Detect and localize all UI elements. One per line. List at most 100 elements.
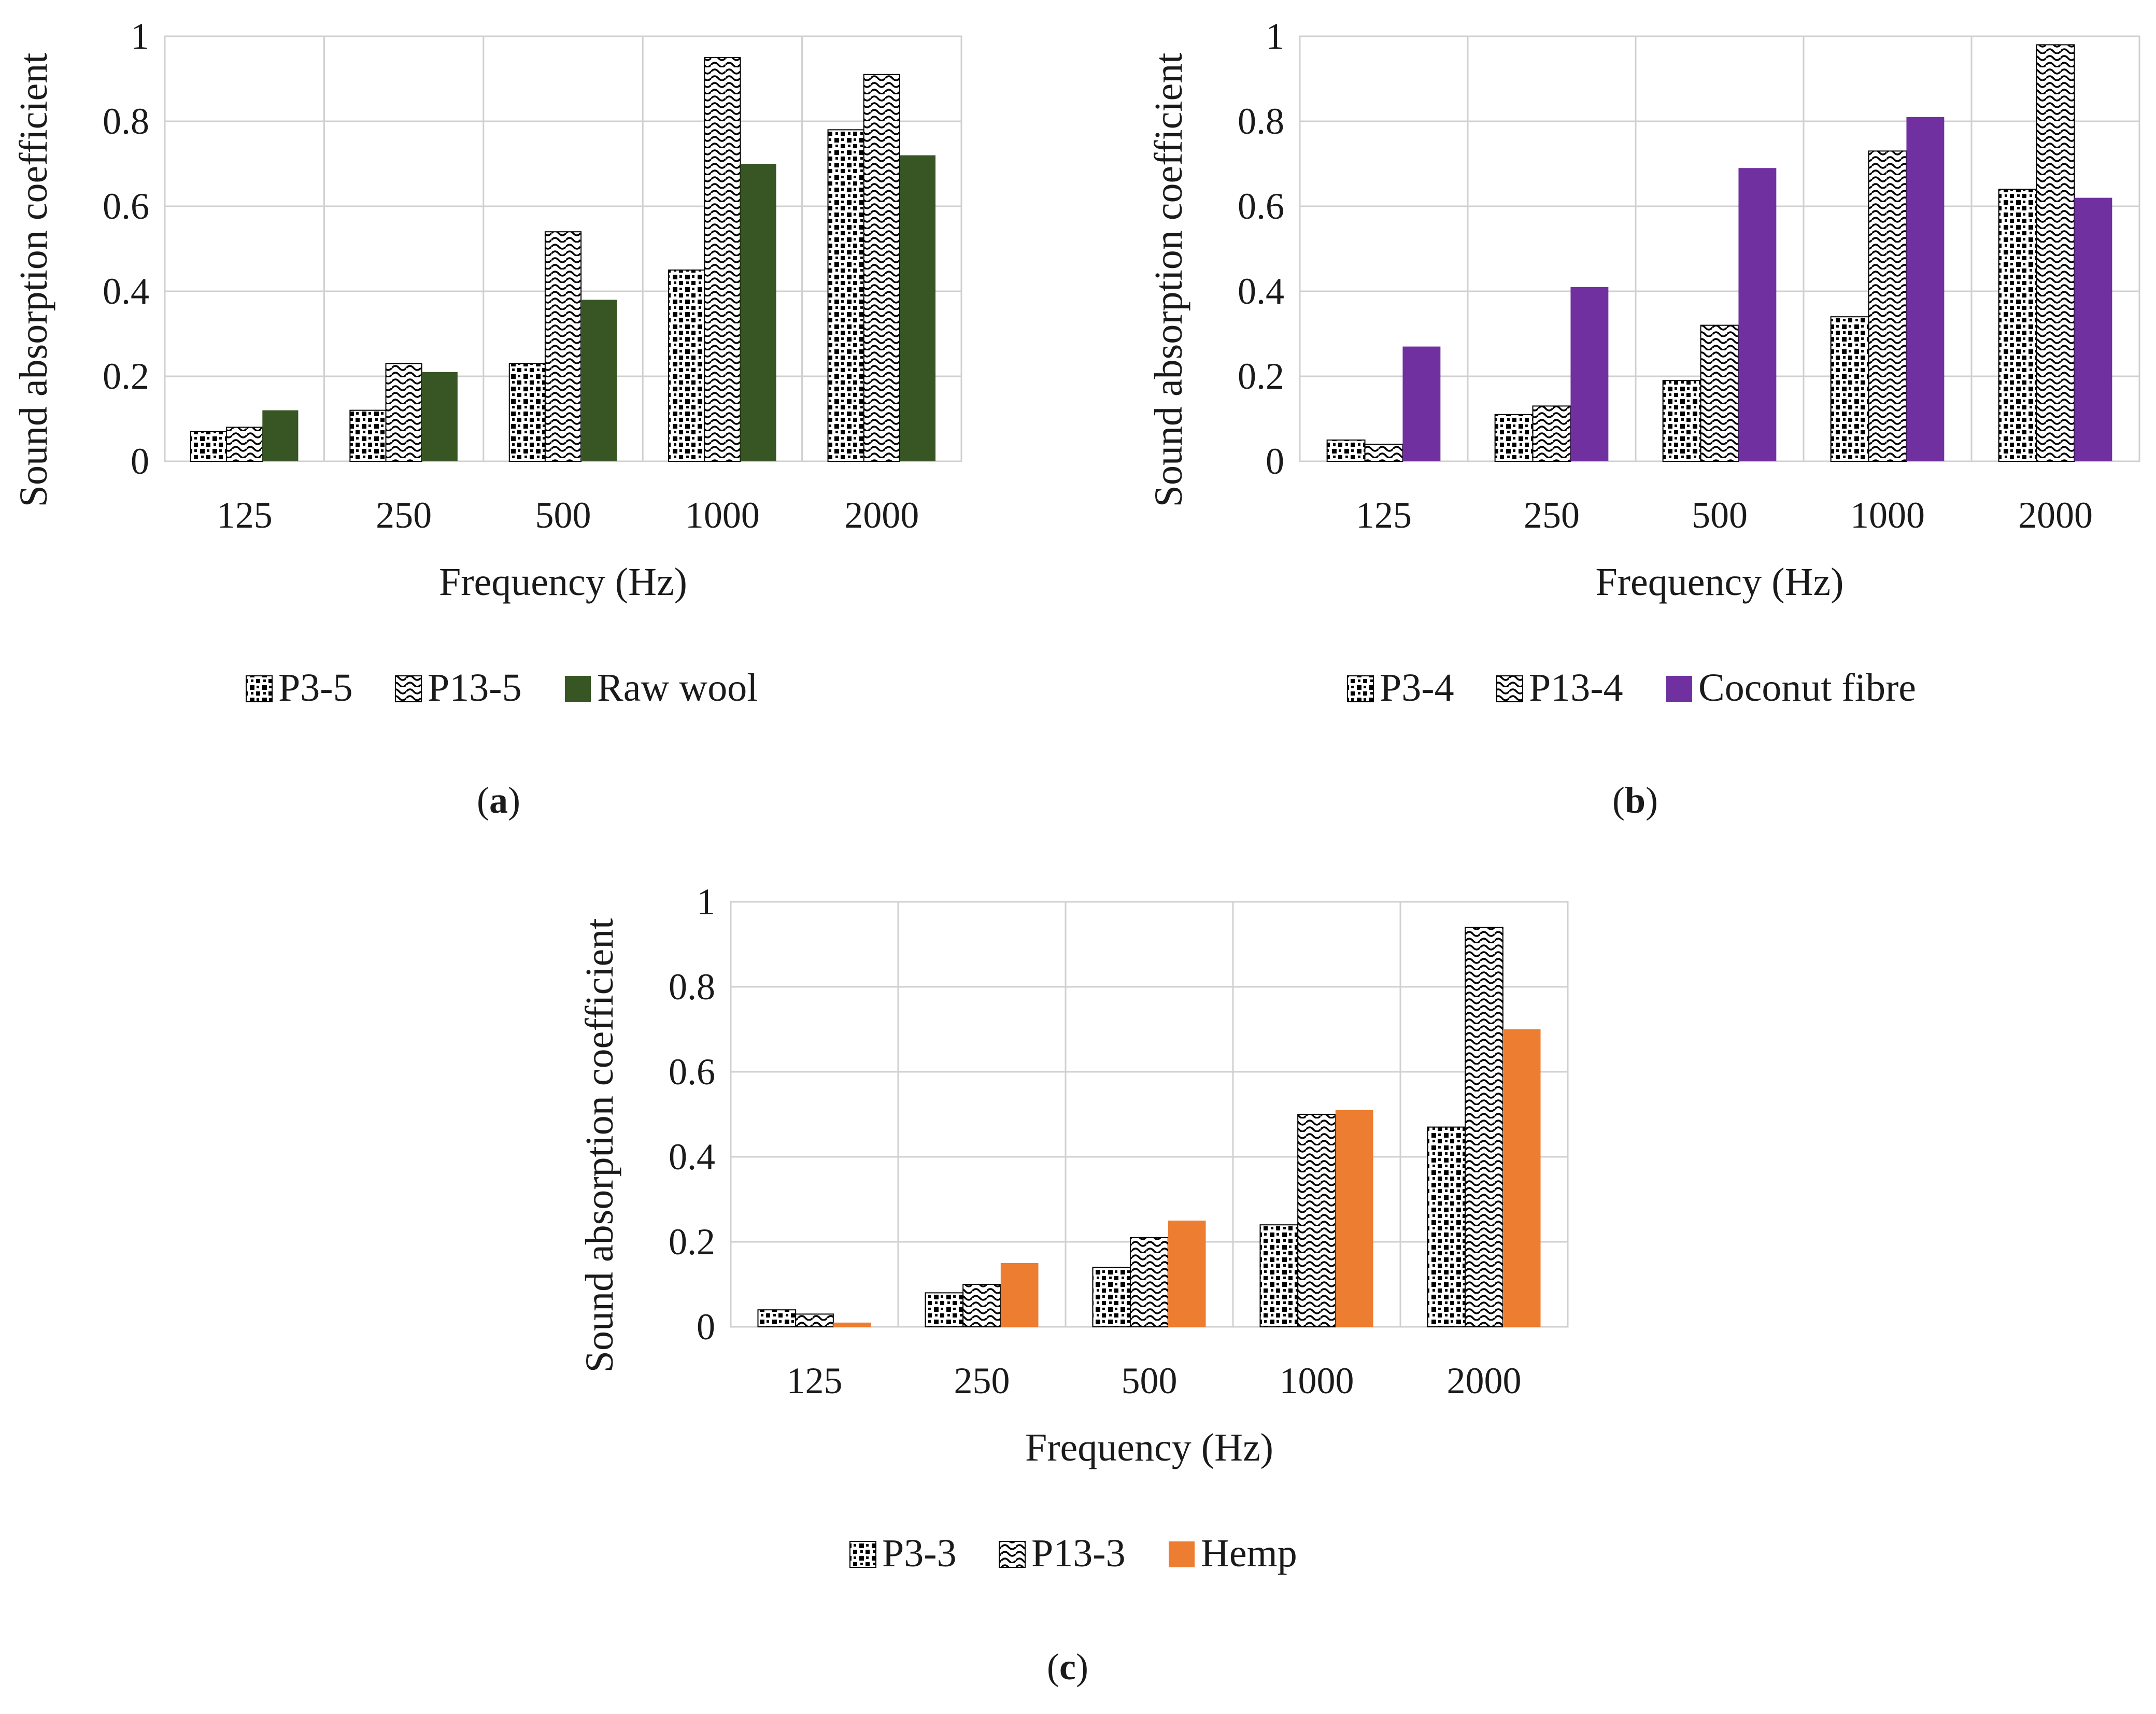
y-tick-label: 0.2 bbox=[669, 1221, 715, 1263]
legend-swatch bbox=[999, 1541, 1026, 1568]
legend-swatch bbox=[1496, 675, 1523, 702]
bar bbox=[1000, 1263, 1039, 1327]
bar bbox=[1868, 150, 1907, 462]
x-tick-label: 125 bbox=[217, 494, 273, 536]
y-tick-label: 1 bbox=[697, 881, 715, 923]
bar bbox=[962, 1284, 1001, 1327]
chart-panel: 0 0.2 0.4 0.6 0.8 1 125 250 500 1000 2000 Frequency… bbox=[1147, 16, 2140, 821]
bar bbox=[1364, 444, 1403, 462]
bar bbox=[1906, 117, 1945, 462]
x-tick-label: 500 bbox=[1122, 1360, 1178, 1401]
bar bbox=[899, 155, 936, 462]
bar bbox=[1335, 1110, 1373, 1327]
bar bbox=[581, 300, 617, 461]
bar bbox=[190, 431, 228, 462]
x-axis-title: Frequency (Hz) bbox=[1025, 1426, 1273, 1469]
x-tick-label: 250 bbox=[1524, 494, 1580, 536]
bar bbox=[757, 1309, 797, 1327]
y-tick-label: 1 bbox=[1266, 16, 1284, 57]
bar bbox=[1092, 1267, 1131, 1327]
bar bbox=[1427, 1126, 1466, 1328]
x-tick-label: 500 bbox=[1692, 494, 1748, 536]
bar bbox=[262, 410, 299, 461]
legend-label: Coconut fibre bbox=[1698, 666, 1916, 710]
bar bbox=[1738, 168, 1777, 461]
legend-swatch bbox=[395, 675, 422, 702]
legend-swatch bbox=[1347, 675, 1374, 702]
y-tick-label: 0.8 bbox=[1238, 101, 1284, 142]
y-tick-label: 0 bbox=[131, 441, 149, 482]
bar bbox=[704, 57, 741, 462]
bar bbox=[833, 1322, 871, 1327]
chart-panel: 0 0.2 0.4 0.6 0.8 1 125 250 500 1000 2000 Frequency… bbox=[578, 881, 1569, 1688]
bar bbox=[508, 363, 546, 462]
legend-swatch bbox=[565, 676, 591, 702]
bar bbox=[1532, 405, 1571, 462]
x-tick-label: 250 bbox=[376, 494, 432, 536]
y-tick-label: 0.6 bbox=[103, 186, 149, 227]
legend-swatch bbox=[849, 1541, 876, 1568]
bar bbox=[1297, 1114, 1336, 1327]
chart-panel: 0 0.2 0.4 0.6 0.8 1 125 250 500 1000 2000 Frequency… bbox=[12, 16, 962, 821]
x-tick-label: 125 bbox=[1356, 494, 1412, 536]
y-axis-title: Sound absorption coefficient bbox=[578, 918, 621, 1373]
legend-label: P3-5 bbox=[278, 666, 353, 710]
legend-label: P13-4 bbox=[1529, 666, 1623, 710]
bar bbox=[1662, 380, 1701, 462]
bar bbox=[1465, 927, 1503, 1327]
bar bbox=[226, 427, 263, 462]
bar bbox=[1570, 287, 1609, 461]
bar bbox=[1700, 324, 1739, 462]
x-tick-label: 250 bbox=[954, 1360, 1010, 1401]
legend-swatch bbox=[246, 675, 273, 702]
bar bbox=[863, 74, 900, 462]
x-tick-label: 2000 bbox=[1447, 1360, 1522, 1401]
bar bbox=[1326, 440, 1366, 462]
x-tick-label: 500 bbox=[535, 494, 591, 536]
bar bbox=[544, 231, 582, 462]
bar bbox=[421, 372, 458, 461]
bar bbox=[740, 164, 776, 461]
y-tick-label: 0.8 bbox=[103, 101, 149, 142]
legend-label: Hemp bbox=[1201, 1532, 1297, 1575]
bar bbox=[1259, 1224, 1299, 1327]
bar bbox=[668, 270, 705, 462]
y-tick-label: 0.6 bbox=[669, 1051, 715, 1093]
x-tick-label: 1000 bbox=[1850, 494, 1925, 536]
legend-label: P3-4 bbox=[1380, 666, 1454, 710]
x-axis-title: Frequency (Hz) bbox=[1595, 560, 1843, 604]
bar bbox=[1830, 316, 1869, 462]
y-tick-label: 0 bbox=[697, 1306, 715, 1348]
legend-label: P13-3 bbox=[1031, 1532, 1126, 1575]
bar bbox=[925, 1292, 964, 1327]
bar bbox=[1998, 189, 2037, 462]
y-tick-label: 0.4 bbox=[103, 271, 149, 312]
y-tick-label: 0.2 bbox=[103, 356, 149, 397]
bar bbox=[1168, 1221, 1206, 1327]
bar bbox=[2036, 44, 2075, 462]
legend-swatch bbox=[1169, 1541, 1195, 1567]
bar bbox=[349, 409, 387, 462]
x-tick-label: 2000 bbox=[844, 494, 919, 536]
bar bbox=[1402, 346, 1441, 461]
panel-label: (b) bbox=[1612, 780, 1658, 821]
bar bbox=[1494, 414, 1534, 462]
y-tick-label: 0.4 bbox=[1238, 271, 1284, 312]
y-tick-label: 0.6 bbox=[1238, 186, 1284, 227]
x-tick-label: 125 bbox=[787, 1360, 843, 1401]
y-tick-label: 0.4 bbox=[669, 1136, 715, 1178]
y-axis-title: Sound absorption coefficient bbox=[12, 53, 55, 507]
x-tick-label: 1000 bbox=[1280, 1360, 1354, 1401]
bar bbox=[827, 129, 864, 462]
y-axis-title: Sound absorption coefficient bbox=[1147, 53, 1190, 507]
legend-label: P3-3 bbox=[882, 1532, 957, 1575]
y-tick-label: 0.8 bbox=[669, 966, 715, 1008]
bar bbox=[1502, 1029, 1541, 1327]
y-tick-label: 0 bbox=[1266, 441, 1284, 482]
panel-label: (c) bbox=[1047, 1646, 1088, 1688]
x-tick-label: 2000 bbox=[2018, 494, 2093, 536]
x-tick-label: 1000 bbox=[685, 494, 760, 536]
legend-label: P13-5 bbox=[428, 666, 522, 710]
panel-label: (a) bbox=[477, 780, 520, 821]
